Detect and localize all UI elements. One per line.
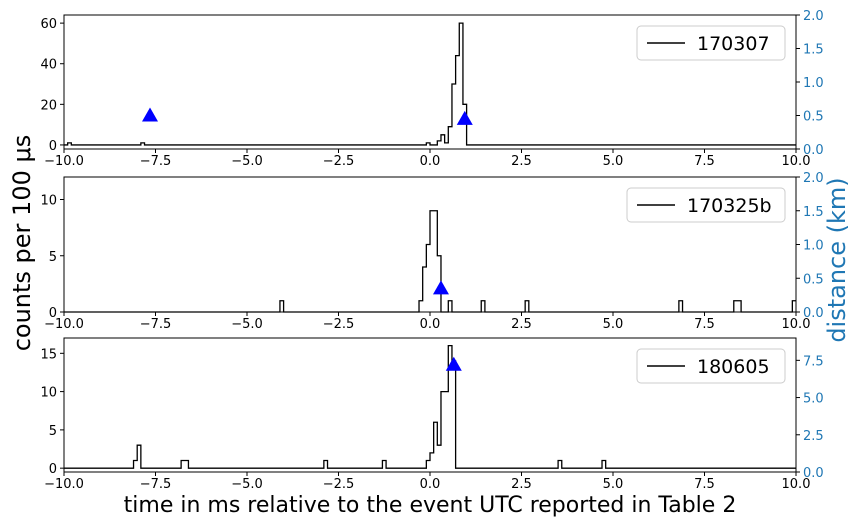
x-tick-label: −10.0 [44, 317, 84, 332]
distance-marker [456, 110, 473, 125]
x-tick-label: 10.0 [782, 154, 811, 169]
x-tick-label: −5.0 [231, 317, 263, 332]
distance-marker [142, 107, 159, 122]
y-right-tick-label: 0.0 [803, 143, 824, 158]
legend-box [636, 348, 786, 384]
y-left-tick-label: 60 [40, 17, 57, 32]
y-right-tick-label: 0.0 [803, 306, 824, 321]
y-axis-label-distance: distance (km) [823, 177, 851, 342]
x-tick-label: 2.5 [511, 317, 532, 332]
y-left-tick-label: 20 [40, 98, 57, 113]
x-tick-label: −10.0 [44, 154, 84, 169]
y-right-tick-label: 2.5 [803, 429, 824, 444]
histogram-series-170307 [64, 22, 796, 146]
x-tick-label: 0.0 [420, 477, 441, 492]
y-left-tick-label: 15 [40, 347, 57, 362]
y-left-tick-label: 5 [49, 424, 57, 439]
y-right-tick-label: 1.5 [803, 43, 824, 58]
y-right-tick-label: 7.5 [803, 354, 824, 369]
x-tick-label: 5.0 [603, 317, 624, 332]
x-tick-label: 0.0 [420, 154, 441, 169]
x-tick-label: 10.0 [782, 317, 811, 332]
x-tick-label: −10.0 [44, 477, 84, 492]
x-tick-label: −2.5 [323, 317, 355, 332]
distance-marker [432, 280, 449, 295]
y-right-tick-label: 1.5 [803, 205, 824, 220]
y-left-tick-label: 0 [49, 306, 57, 321]
legend-label: 170307 [697, 33, 770, 55]
x-tick-label: −5.0 [231, 477, 263, 492]
x-tick-label: 7.5 [694, 154, 715, 169]
panel-3: −10.0 −7.5 −5.0 −2.5 0.0 2.5 5.0 7.5 10.0 0 5 10 15 0… [40, 337, 824, 492]
legend-label: 170325b [687, 195, 772, 217]
y-left-tick-label: 40 [40, 58, 57, 73]
y-right-tick-label: 2.0 [803, 9, 824, 24]
histogram-series-170325b [64, 210, 796, 313]
x-tick-label: 2.5 [511, 154, 532, 169]
y-left-tick-label: 0 [49, 462, 57, 477]
x-tick-label: 5.0 [603, 154, 624, 169]
histogram-series-180605 [64, 345, 796, 469]
x-tick-label: 0.0 [420, 317, 441, 332]
y-axis-label-counts: counts per 100 μs [8, 135, 36, 352]
y-left-tick-label: 10 [40, 386, 57, 401]
x-tick-label: 7.5 [694, 317, 715, 332]
legend-label: 180605 [697, 356, 770, 378]
y-right-tick-label: 0.5 [803, 110, 824, 125]
y-right-tick-label: 0.0 [803, 466, 824, 481]
panel-1: −10.0 −7.5 −5.0 −2.5 0.0 2.5 5.0 7.5 10.0 0 20 40 60… [40, 9, 823, 169]
y-right-tick-label: 2.0 [803, 171, 824, 186]
x-tick-label: −5.0 [231, 154, 263, 169]
y-left-tick-label: 5 [49, 250, 57, 265]
x-tick-label: −2.5 [323, 477, 355, 492]
y-left-tick-label: 0 [49, 139, 57, 154]
distance-marker [445, 356, 462, 371]
y-right-tick-label: 0.5 [803, 272, 824, 287]
x-tick-label: 7.5 [694, 477, 715, 492]
x-tick-label: 5.0 [603, 477, 624, 492]
x-tick-label: 10.0 [782, 477, 811, 492]
panel-2: −10.0 −7.5 −5.0 −2.5 0.0 2.5 5.0 7.5 10.0 0 5 10 0.0… [40, 171, 823, 332]
x-tick-label: −7.5 [140, 154, 172, 169]
x-tick-label: 2.5 [511, 477, 532, 492]
x-tick-label: −7.5 [140, 317, 172, 332]
y-right-tick-label: 1.0 [803, 76, 824, 91]
legend: 180605 [636, 348, 786, 384]
x-tick-label: −7.5 [140, 477, 172, 492]
y-right-tick-label: 1.0 [803, 239, 824, 254]
y-left-tick-label: 10 [40, 194, 57, 209]
y-right-tick-label: 5.0 [803, 392, 824, 407]
legend-box [636, 25, 786, 61]
x-tick-label: −2.5 [323, 154, 355, 169]
legend: 170325b [626, 187, 786, 223]
x-axis-label: time in ms relative to the event UTC rep… [124, 493, 737, 518]
legend: 170307 [636, 25, 786, 61]
legend-box [626, 187, 786, 223]
